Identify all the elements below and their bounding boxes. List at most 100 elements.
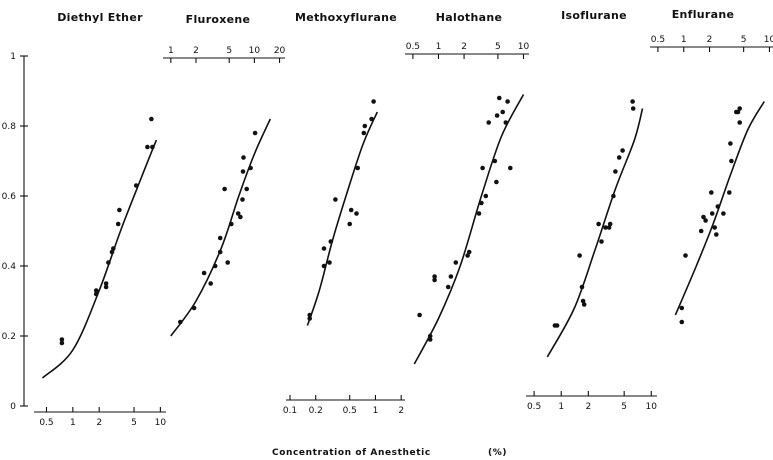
data-point — [328, 239, 334, 244]
data-point — [735, 109, 741, 115]
data-point — [727, 190, 732, 195]
data-point — [432, 277, 437, 283]
data-point — [369, 116, 374, 122]
data-point — [703, 218, 708, 223]
data-point — [238, 214, 243, 220]
x-tick-label: 5 — [741, 35, 747, 45]
data-point — [191, 305, 197, 311]
data-point — [225, 260, 230, 265]
panel-title: Diethyl Ether — [57, 11, 143, 24]
data-point — [505, 99, 510, 104]
data-point — [145, 144, 150, 150]
data-point — [581, 302, 587, 307]
data-point — [149, 116, 154, 122]
x-tick-label: 20 — [274, 46, 286, 56]
data-point — [476, 211, 482, 216]
x-axis-isoflurane: 0.5 1 2 5 10 — [526, 391, 657, 412]
data-point — [321, 246, 327, 251]
data-point — [721, 211, 726, 216]
data-point — [201, 270, 207, 276]
data-point — [486, 120, 492, 125]
panel-title: Methoxyflurane — [295, 11, 397, 24]
x-tick-label: 0.5 — [39, 418, 53, 428]
x-tick-label: 1 — [168, 46, 174, 56]
data-point — [93, 291, 99, 297]
data-point — [508, 165, 513, 171]
data-point — [503, 120, 509, 125]
data-point — [244, 186, 249, 192]
x-tick-label: 0.5 — [527, 402, 541, 412]
data-point — [321, 263, 327, 269]
x-tick-label: 5 — [226, 46, 232, 56]
x-axis-diethyl-ether: 0.5 1 2 5 10 — [34, 407, 166, 428]
data-point — [679, 319, 685, 325]
data-point — [106, 260, 111, 265]
data-point — [248, 165, 253, 171]
x-tick-label: 1 — [681, 35, 687, 45]
data-point — [362, 123, 368, 129]
panel-title: Isoflurane — [561, 9, 627, 22]
data-point — [494, 179, 499, 185]
data-point — [701, 214, 706, 220]
x-axis-methoxyflurane: 0.1 0.2 0.5 1 2 — [283, 395, 405, 416]
data-point — [307, 312, 313, 318]
data-point — [611, 193, 616, 199]
data-point — [109, 249, 115, 255]
y-axis-ticks: 0 0.2 0.4 0.6 0.8 1 — [2, 52, 28, 412]
data-point — [115, 221, 121, 227]
data-point — [178, 319, 183, 325]
data-point — [348, 207, 354, 213]
x-axis-label: Concentration of Anesthetic — [272, 448, 431, 458]
data-point — [103, 281, 109, 286]
data-point — [715, 204, 721, 209]
data-point — [222, 186, 227, 192]
fit-curve — [674, 101, 765, 316]
x-axis-fluroxene: 1 2 5 10 20 — [163, 46, 286, 63]
fit-curve — [170, 118, 272, 337]
data-point — [241, 155, 246, 160]
data-point — [59, 340, 65, 346]
data-point — [133, 183, 139, 188]
data-point — [712, 225, 717, 230]
data-point — [500, 109, 506, 115]
x-axis-enflurane: 0.5 1 2 5 10 — [650, 35, 773, 52]
data-point — [606, 225, 612, 230]
x-tick-label: 0.1 — [283, 406, 297, 416]
data-point — [235, 211, 241, 216]
data-point — [709, 211, 715, 216]
panel-halothane: Halothane 0.5 1 2 5 10 — [405, 11, 529, 365]
data-point — [603, 225, 608, 230]
data-point — [554, 323, 560, 328]
panel-title: Enflurane — [672, 8, 735, 21]
fit-curve — [41, 139, 158, 379]
y-tick-label: 1 — [10, 52, 16, 62]
y-tick-label: 0.4 — [2, 262, 17, 272]
data-point — [252, 130, 258, 136]
x-tick-label: 10 — [155, 418, 167, 428]
data-point — [465, 253, 470, 258]
x-tick-label: 2 — [707, 35, 713, 45]
data-point — [333, 197, 338, 202]
data-point — [111, 246, 116, 251]
fit-curve — [546, 108, 644, 358]
panel-title: Fluroxene — [186, 13, 251, 26]
panel-fluroxene: Fluroxene 1 2 5 10 20 — [163, 13, 286, 337]
data-point — [307, 316, 313, 321]
data-point — [417, 312, 422, 318]
data-point — [714, 232, 719, 237]
x-tick-label: 0.5 — [343, 406, 357, 416]
fit-curve — [413, 94, 525, 365]
data-point — [229, 221, 234, 227]
data-point — [212, 263, 218, 269]
x-tick-label: 10 — [646, 402, 658, 412]
data-point — [466, 249, 472, 255]
x-tick-label: 2 — [398, 406, 404, 416]
y-tick-label: 0.8 — [2, 122, 17, 132]
x-tick-label: 0.2 — [309, 406, 323, 416]
x-tick-label: 2 — [193, 46, 199, 56]
data-point — [737, 120, 742, 125]
data-point — [492, 158, 498, 164]
data-point — [432, 274, 437, 279]
data-point — [683, 253, 688, 258]
